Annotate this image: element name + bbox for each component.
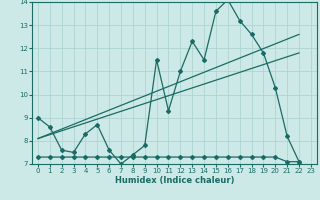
- X-axis label: Humidex (Indice chaleur): Humidex (Indice chaleur): [115, 176, 234, 185]
